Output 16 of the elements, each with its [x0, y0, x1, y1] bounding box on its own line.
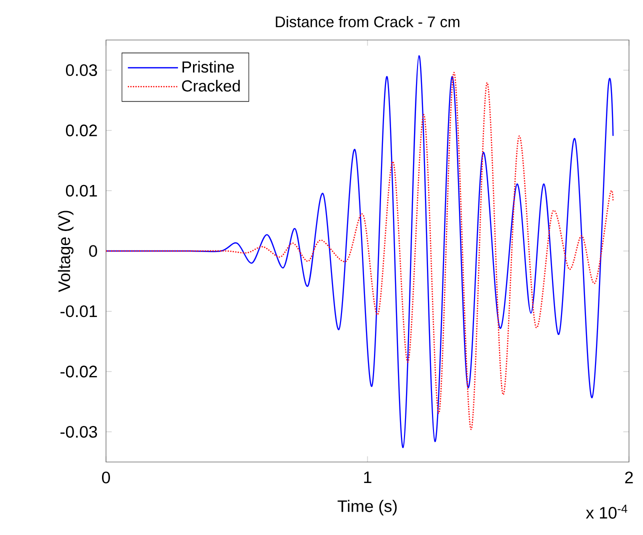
- y-axis-title: Voltage (V): [58, 210, 74, 292]
- y-tick-label: 0.01: [66, 184, 97, 197]
- y-tick-label: 0.03: [66, 64, 97, 76]
- text: x 10$^{-4}$: [586, 504, 628, 519]
- legend-label: Pristine: [182, 60, 234, 73]
- chart-title: Distance from Crack - 7 cm: [276, 16, 460, 28]
- legend-label: Cracked: [182, 80, 240, 92]
- x-tick-label: 1: [364, 472, 372, 484]
- x-tick-label: 2: [625, 472, 633, 484]
- y-tick-label: 0.02: [66, 124, 97, 136]
- y-tick-label: -0.02: [60, 366, 97, 378]
- y-tick-label: -0.03: [60, 426, 97, 438]
- y-tick-label: 0: [89, 245, 98, 257]
- x-tick-label: 0: [102, 472, 110, 484]
- y-tick-label: -0.01: [60, 305, 97, 318]
- x-axis-title: Time (s): [338, 500, 397, 516]
